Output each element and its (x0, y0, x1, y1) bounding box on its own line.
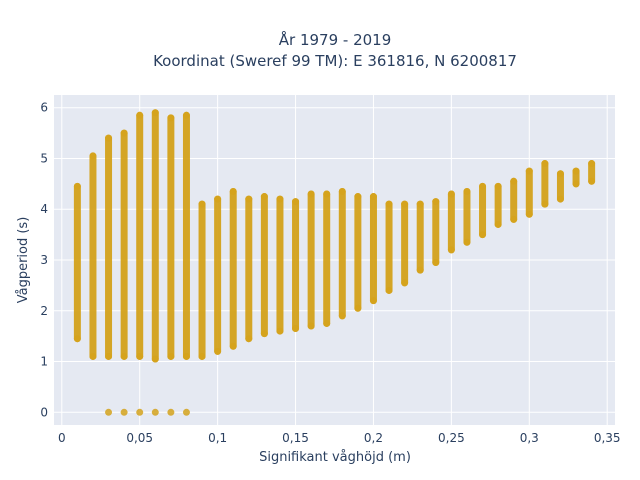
data-point (182, 408, 190, 416)
data-point-min (167, 352, 175, 360)
data-point-min (479, 231, 487, 239)
y-tick-label: 6 (40, 101, 48, 115)
data-point-min (292, 325, 300, 333)
data-point-min (260, 330, 268, 338)
data-point-max (354, 193, 362, 201)
data-point-min (494, 220, 502, 228)
data-point-min (214, 347, 222, 355)
y-axis-ticks: 0 1 2 3 4 5 6 (40, 101, 48, 420)
data-point-max (229, 187, 237, 195)
chart-title-line-1: År 1979 - 2019 (279, 30, 392, 49)
data-point-max (167, 114, 175, 122)
data-point-max (338, 187, 346, 195)
x-axis-title: Signifikant våghöjd (m) (259, 450, 411, 465)
data-point-min (245, 335, 253, 343)
x-tick-label: 0,2 (364, 431, 383, 445)
data-point-min (89, 352, 97, 360)
data-point-max (245, 195, 253, 203)
data-point-max (120, 129, 128, 137)
data-point (105, 408, 113, 416)
data-point-max (416, 200, 424, 208)
x-tick-label: 0,15 (282, 431, 309, 445)
y-tick-label: 1 (40, 355, 48, 369)
data-point-min (151, 355, 159, 363)
x-axis-ticks: 0 0,05 0,1 0,15 0,2 0,25 0,3 0,35 (58, 431, 621, 445)
data-point-max (323, 190, 331, 198)
data-point-max (385, 200, 393, 208)
data-point-min (510, 215, 518, 223)
data-point-min (416, 266, 424, 274)
y-axis-title: Vågperiod (s) (16, 217, 31, 304)
x-tick-label: 0,25 (438, 431, 465, 445)
x-tick-label: 0,1 (208, 431, 227, 445)
data-point-min (385, 286, 393, 294)
data-point-max (588, 160, 596, 168)
data-point-min (556, 195, 564, 203)
data-point-max (89, 152, 97, 160)
y-tick-label: 2 (40, 304, 48, 318)
data-point-max (260, 193, 268, 201)
data-point-min (572, 180, 580, 188)
data-point-max (73, 182, 81, 190)
data-point-max (307, 190, 315, 198)
data-point-max (463, 187, 471, 195)
data-point-max (182, 111, 190, 119)
data-point-min (354, 304, 362, 312)
data-point-min (198, 352, 206, 360)
data-point-min (432, 259, 440, 267)
data-point-max (136, 111, 144, 119)
chart-title-line-2: Koordinat (Sweref 99 TM): E 361816, N 62… (153, 52, 517, 70)
data-point-max (198, 200, 206, 208)
x-tick-label: 0,35 (594, 431, 621, 445)
data-point (167, 408, 175, 416)
data-point-max (276, 195, 284, 203)
y-tick-label: 0 (40, 405, 48, 419)
data-point-max (447, 190, 455, 198)
data-point-min (120, 352, 128, 360)
data-point-min (323, 319, 331, 327)
data-point-min (182, 352, 190, 360)
data-point-max (572, 167, 580, 175)
data-point-min (525, 210, 533, 218)
x-tick-label: 0 (58, 431, 66, 445)
gridlines (54, 95, 615, 425)
data-point-max (401, 200, 409, 208)
data-point-min (401, 279, 409, 287)
data-point-max (292, 198, 300, 206)
data-point-min (105, 352, 113, 360)
data-point-max (525, 167, 533, 175)
data-point-min (338, 312, 346, 320)
data-point-min (136, 352, 144, 360)
data-point-min (588, 177, 596, 185)
y-tick-label: 4 (40, 202, 48, 216)
data-point-max (494, 182, 502, 190)
data-point-max (151, 109, 159, 117)
data-point-min (463, 238, 471, 246)
y-tick-label: 5 (40, 151, 48, 165)
data-point-max (214, 195, 222, 203)
x-tick-label: 0,3 (520, 431, 539, 445)
data-point-max (541, 160, 549, 168)
y-tick-label: 3 (40, 253, 48, 267)
data-point (151, 408, 159, 416)
data-point-max (369, 193, 377, 201)
data-point (136, 408, 144, 416)
x-tick-label: 0,05 (126, 431, 153, 445)
data-point-max (105, 134, 113, 142)
data-points (73, 109, 596, 416)
data-point-max (479, 182, 487, 190)
data-point-max (556, 170, 564, 178)
data-point-min (276, 327, 284, 335)
data-point-max (510, 177, 518, 185)
data-point-min (541, 200, 549, 208)
data-point-min (73, 335, 81, 343)
data-point-min (369, 297, 377, 305)
data-point-max (432, 198, 440, 206)
data-point-min (447, 246, 455, 254)
data-point-min (229, 342, 237, 350)
data-point (120, 408, 128, 416)
data-point-min (307, 322, 315, 330)
